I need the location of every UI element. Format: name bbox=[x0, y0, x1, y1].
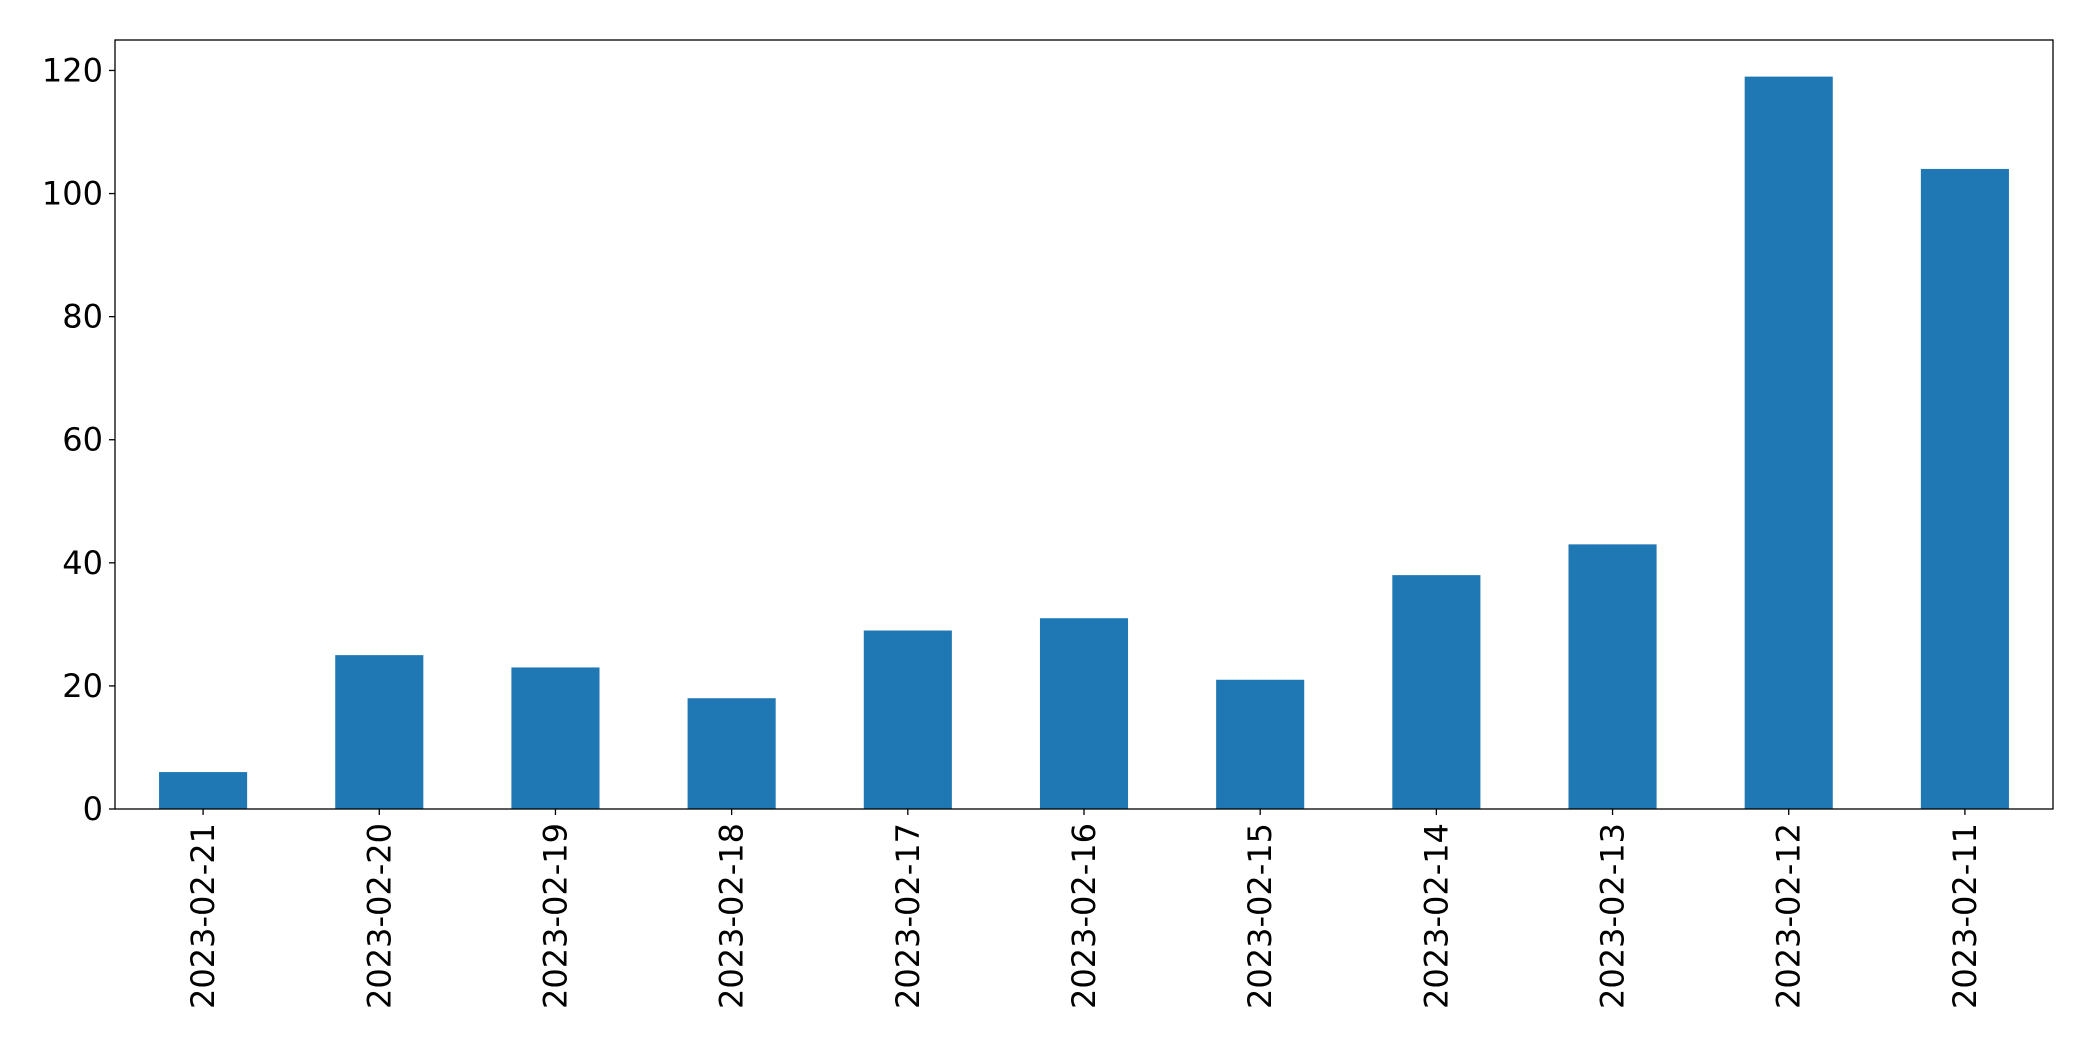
bar bbox=[1920, 168, 2009, 809]
x-tick-label: 2023-02-18 bbox=[713, 823, 751, 1009]
y-tick-label: 0 bbox=[83, 790, 103, 828]
y-tick-label: 20 bbox=[62, 667, 103, 705]
x-tick-label: 2023-02-16 bbox=[1065, 823, 1103, 1009]
y-tick-label: 40 bbox=[62, 544, 103, 582]
x-tick-label: 2023-02-14 bbox=[1417, 823, 1455, 1009]
x-tick-label: 2023-02-13 bbox=[1594, 823, 1632, 1009]
y-tick-label: 80 bbox=[62, 298, 103, 336]
bar bbox=[1039, 618, 1129, 809]
bar bbox=[1744, 76, 1833, 810]
plot-frame bbox=[114, 39, 2054, 810]
bar bbox=[159, 772, 248, 809]
bar bbox=[687, 698, 776, 809]
y-tick-label: 60 bbox=[62, 421, 103, 459]
x-tick-label: 2023-02-12 bbox=[1770, 823, 1808, 1009]
x-tick-label: 2023-02-11 bbox=[1946, 823, 1984, 1009]
x-tick-label: 2023-02-21 bbox=[184, 823, 222, 1009]
bar bbox=[863, 630, 952, 809]
y-tick-label: 120 bbox=[42, 51, 103, 89]
bar bbox=[1568, 544, 1657, 809]
x-tick-label: 2023-02-19 bbox=[536, 823, 574, 1009]
bar bbox=[511, 667, 600, 809]
x-tick-label: 2023-02-17 bbox=[889, 823, 927, 1009]
bar bbox=[335, 655, 424, 809]
y-tick-label: 100 bbox=[42, 175, 103, 213]
x-tick-label: 2023-02-15 bbox=[1241, 823, 1279, 1009]
bar bbox=[1392, 575, 1481, 809]
x-tick-label: 2023-02-20 bbox=[360, 823, 398, 1009]
bar bbox=[1216, 679, 1305, 809]
